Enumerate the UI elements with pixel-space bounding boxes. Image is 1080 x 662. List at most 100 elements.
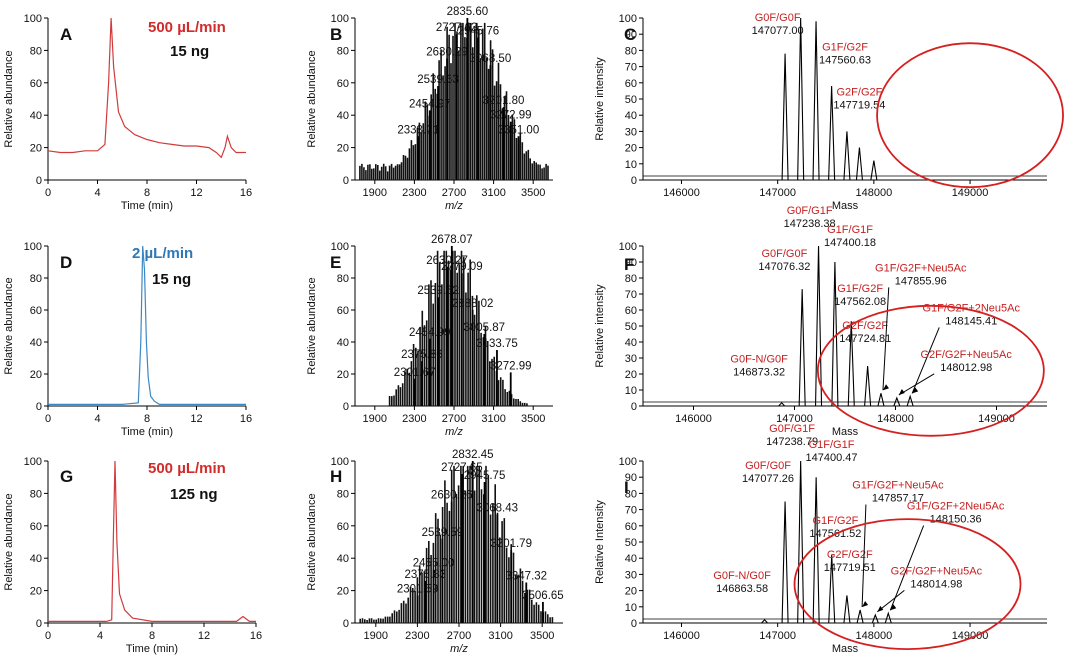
y-tick-label: 60	[337, 78, 349, 90]
y-tick-label: 0	[343, 175, 349, 187]
peak-label: 2779.09	[441, 261, 483, 273]
y-tick-label: 30	[625, 126, 637, 138]
chromatogram-trace	[48, 460, 256, 622]
mass-label: 148145.41	[945, 315, 997, 327]
arrow-head	[890, 604, 897, 611]
x-tick-label: 4	[94, 413, 100, 425]
glycan-label: G2F/G2F+Neu5Ac	[891, 565, 983, 577]
peak-label: 2539.59	[422, 527, 464, 539]
y-tick-label: 70	[625, 505, 637, 517]
y-tick-label: 10	[625, 602, 637, 614]
y-tick-label: 60	[30, 521, 42, 533]
y-tick-label: 80	[30, 488, 42, 500]
peak-label: 2454.97	[409, 98, 451, 110]
panel-c: 0 10 20 30 40 50 60 70 80 90 100 146000 147000 148000…	[594, 12, 1064, 212]
pointer-arrow	[898, 373, 935, 396]
peak-label: 2539.63	[417, 74, 459, 86]
panel-letter: A	[60, 25, 72, 44]
mass-peak	[843, 595, 851, 624]
x-tick-label: 0	[45, 187, 51, 199]
y-tick-label: 80	[30, 273, 42, 285]
peak-label: 3005.87	[464, 322, 506, 334]
y-tick-label: 10	[625, 385, 637, 397]
mass-peak	[781, 501, 789, 624]
mass-peak	[855, 147, 863, 181]
mass-peak	[877, 393, 885, 407]
peak-label: 2945.76	[458, 25, 500, 37]
y-tick-label: 80	[30, 45, 42, 57]
y-tick-label: 80	[625, 273, 637, 285]
chromatogram-trace	[48, 245, 246, 405]
mass-label: 147076.32	[758, 261, 810, 273]
pointer-arrow	[911, 327, 940, 394]
mass-peak	[798, 289, 806, 407]
pointer-arrow	[889, 525, 925, 611]
mass-label: 147400.18	[824, 237, 876, 249]
mass-label: 146863.58	[716, 583, 768, 595]
mass-label: 146873.32	[733, 367, 785, 379]
y-tick-label: 20	[337, 586, 349, 598]
mass-label: 147238.79	[766, 436, 818, 448]
x-axis-label: Time (min)	[121, 426, 173, 438]
x-tick-label: 3100	[481, 187, 505, 199]
x-tick-label: 146000	[675, 413, 712, 425]
x-tick-label: 2700	[447, 630, 471, 642]
y-axis-label: Relative abundance	[3, 277, 15, 374]
mass-peak	[856, 609, 864, 624]
y-axis-label: Relative abundance	[3, 50, 15, 147]
glycan-label: G2F/G2F	[827, 549, 873, 561]
y-tick-label: 40	[337, 110, 349, 122]
y-tick-label: 40	[30, 337, 42, 349]
x-tick-label: 2300	[402, 187, 426, 199]
y-tick-label: 80	[337, 273, 349, 285]
y-tick-label: 0	[343, 618, 349, 630]
mass-peak	[847, 321, 855, 407]
mass-peak	[884, 611, 892, 624]
mass-peak	[797, 17, 805, 181]
y-tick-label: 90	[625, 29, 637, 41]
mass-peak	[893, 396, 901, 407]
x-tick-label: 3500	[530, 630, 554, 642]
x-tick-label: 3100	[488, 630, 512, 642]
mass-label: 147719.54	[833, 100, 885, 112]
panel-g: 0 20 40 60 80 100 0 4 8 12 16 Time (min) Relative ab…	[3, 456, 262, 655]
x-tick-label: 2300	[405, 630, 429, 642]
x-tick-label: 1900	[363, 413, 387, 425]
y-tick-label: 100	[619, 456, 637, 468]
arrow-head	[898, 389, 905, 395]
mass-label: 147857.17	[872, 493, 924, 505]
mass-label: 147077.26	[742, 473, 794, 485]
y-tick-label: 0	[631, 401, 637, 413]
x-tick-label: 12	[190, 187, 202, 199]
y-tick-label: 20	[30, 143, 42, 155]
panel-a: 0 20 40 60 80 100 0 4 8 12 16 Time (min) Relative ab…	[3, 13, 252, 212]
mass-peak	[781, 53, 789, 181]
x-axis-label: m/z	[445, 200, 463, 212]
peak-label: 2375.86	[401, 349, 443, 361]
mass-peak	[828, 86, 836, 181]
peak-label: 2454.99	[409, 327, 451, 339]
peak-label: 2832.45	[452, 449, 494, 461]
x-tick-label: 3500	[521, 187, 545, 199]
y-tick-label: 40	[30, 110, 42, 122]
x-tick-label: 8	[149, 630, 155, 642]
x-tick-label: 1900	[364, 630, 388, 642]
y-tick-label: 70	[625, 62, 637, 74]
y-tick-label: 0	[631, 175, 637, 187]
x-tick-label: 147000	[759, 630, 796, 642]
pointer-arrow	[861, 504, 867, 608]
glycan-label: G0F/G0F	[745, 460, 791, 472]
y-tick-label: 20	[337, 143, 349, 155]
x-axis-label: m/z	[445, 426, 463, 438]
x-tick-label: 148000	[855, 630, 892, 642]
y-tick-label: 100	[331, 241, 349, 253]
panel-i: 0 10 20 30 40 50 60 70 80 90 100 146000 147000 148000…	[594, 423, 1047, 655]
y-tick-label: 70	[625, 289, 637, 301]
y-tick-label: 20	[30, 369, 42, 381]
peak-label: 3272.99	[490, 360, 532, 372]
x-tick-label: 149000	[952, 630, 989, 642]
mass-peak	[864, 365, 872, 407]
x-tick-label: 146000	[663, 630, 700, 642]
glycan-label: G1F/G2F+Neu5Ac	[852, 480, 944, 492]
x-tick-label: 147000	[759, 187, 796, 199]
